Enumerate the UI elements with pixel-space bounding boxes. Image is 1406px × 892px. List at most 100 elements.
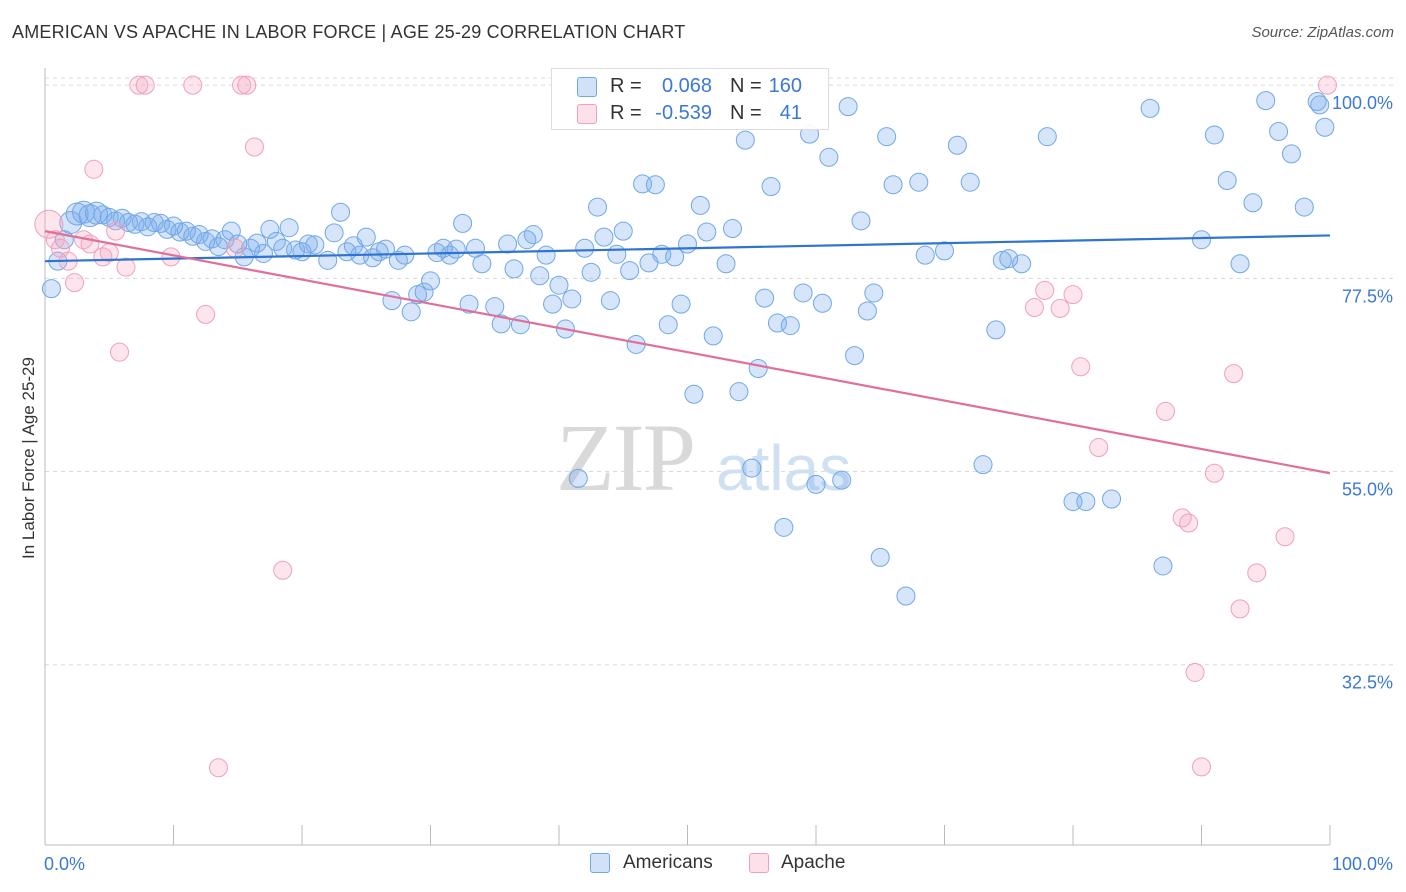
point-americans — [491, 314, 511, 334]
point-americans — [260, 219, 280, 239]
point-americans — [973, 455, 993, 475]
point-americans — [1243, 193, 1263, 213]
point-apache — [1071, 357, 1091, 377]
grid-lines — [45, 77, 1395, 666]
point-americans — [999, 249, 1019, 269]
y-axis-label: In Labor Force | Age 25-29 — [19, 357, 38, 559]
watermark-zip: ZIP — [556, 404, 694, 511]
point-apache — [135, 75, 155, 95]
point-americans — [421, 271, 440, 291]
point-apache — [1317, 75, 1337, 95]
point-americans — [324, 223, 344, 243]
x-tick-label-max: 100.0% — [1332, 854, 1393, 874]
point-americans — [1269, 122, 1289, 142]
point-americans — [504, 259, 524, 279]
x-tick-label-min: 0.0% — [44, 854, 85, 874]
point-americans — [594, 227, 614, 247]
point-americans — [671, 294, 691, 314]
point-americans — [1294, 197, 1314, 217]
point-americans — [1140, 98, 1160, 118]
point-americans — [838, 97, 858, 117]
point-americans — [1307, 91, 1327, 111]
point-americans — [1076, 492, 1096, 512]
point-apache — [1275, 527, 1295, 547]
point-americans — [915, 245, 935, 265]
point-americans — [947, 135, 967, 155]
point-apache — [232, 75, 252, 95]
point-americans — [331, 202, 351, 222]
point-americans — [1310, 95, 1330, 115]
point-americans — [851, 211, 871, 231]
point-americans — [761, 176, 781, 196]
series-legend: Americans Apache — [590, 852, 890, 876]
point-americans — [575, 238, 595, 258]
point-apache — [1247, 563, 1267, 583]
axes — [44, 68, 1331, 846]
legend-r-label: R = — [610, 102, 642, 124]
point-apache — [237, 75, 257, 95]
point-americans — [793, 283, 813, 303]
point-apache — [1230, 599, 1250, 619]
point-americans — [678, 234, 697, 254]
point-apache — [84, 159, 104, 179]
point-americans — [864, 283, 884, 303]
point-apache — [1204, 463, 1224, 483]
point-apache — [208, 758, 228, 778]
point-americans — [960, 172, 980, 192]
point-americans — [658, 315, 678, 335]
point-americans — [774, 517, 794, 537]
y-tick-label: 55.0% — [1342, 480, 1393, 500]
point-apache — [106, 221, 126, 241]
legend-row-apache: R = -0.539 N = 41 — [552, 101, 828, 127]
source-label: Source: ZipAtlas.com — [1251, 24, 1394, 41]
legend-r-label: R = — [610, 75, 642, 97]
point-apache — [1179, 513, 1199, 533]
point-americans — [183, 226, 203, 246]
point-americans — [459, 294, 479, 314]
series-legend-label-apache: Apache — [781, 852, 846, 873]
point-americans — [1192, 230, 1211, 250]
point-americans — [543, 294, 563, 314]
legend-n-label: N = — [730, 75, 762, 97]
point-americans — [1037, 127, 1057, 147]
point-americans — [935, 241, 954, 261]
point-americans — [549, 275, 569, 295]
point-americans — [722, 219, 742, 239]
trend-lines — [44, 230, 1331, 475]
point-americans — [697, 222, 717, 242]
point-americans — [690, 195, 710, 215]
point-americans — [1256, 91, 1276, 111]
point-apache — [65, 273, 85, 293]
point-americans — [986, 320, 1006, 340]
watermark: ZIP atlas — [556, 404, 851, 511]
point-americans — [742, 458, 762, 478]
point-americans — [286, 240, 306, 260]
point-americans — [170, 222, 190, 242]
point-americans — [729, 382, 749, 402]
point-americans — [600, 291, 620, 311]
trend-line-americans — [44, 234, 1331, 263]
point-americans — [735, 130, 755, 150]
point-americans — [536, 245, 556, 265]
point-americans — [176, 221, 196, 241]
point-americans — [645, 175, 665, 195]
point-americans — [748, 358, 768, 378]
point-americans — [562, 289, 582, 309]
point-americans — [780, 316, 800, 336]
point-americans — [356, 227, 376, 247]
legend-swatch-apache — [577, 104, 597, 124]
legend-n-value: 160 — [768, 75, 802, 97]
point-americans — [607, 244, 627, 264]
series-legend-label-americans: Americans — [623, 852, 713, 873]
series-legend-swatch-americans — [590, 853, 610, 873]
point-americans — [992, 250, 1012, 270]
point-americans — [523, 225, 543, 245]
point-americans — [857, 301, 877, 321]
point-apache — [1192, 757, 1211, 777]
legend-r-value: -0.539 — [655, 102, 712, 124]
y-tick-label: 100.0% — [1332, 93, 1393, 113]
point-apache — [1185, 662, 1205, 682]
point-apache — [273, 560, 293, 580]
point-americans — [401, 302, 421, 322]
legend-n-value: 41 — [779, 102, 802, 124]
